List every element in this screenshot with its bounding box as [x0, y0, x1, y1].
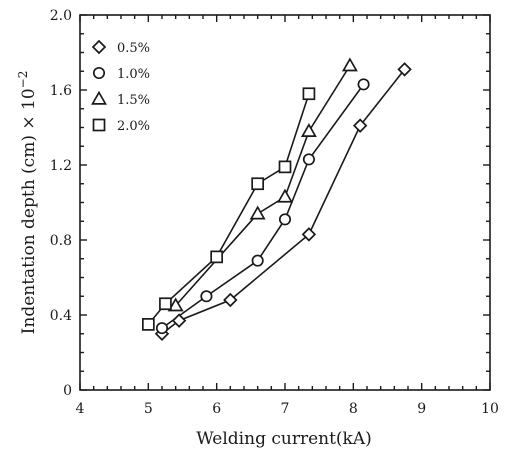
- y-tick-label: 0.4: [50, 308, 72, 324]
- point-triangle: [277, 188, 293, 203]
- x-tick-label: 7: [281, 401, 290, 417]
- legend-label: 1.5%: [117, 93, 150, 108]
- legend-marker-triangle: [91, 90, 107, 105]
- x-tick-label: 4: [76, 401, 85, 417]
- y-axis-title: Indentation depth (cm) × 10−2: [16, 71, 39, 335]
- point-circle: [302, 153, 315, 166]
- point-diamond: [171, 313, 187, 328]
- series-line-circle: [161, 83, 365, 329]
- axis-ticks: 4 5 6 7 8 9 10 0 0.4 0.8 1.2 1.6 2.0: [50, 8, 499, 417]
- legend-label: 1.0%: [117, 67, 150, 82]
- y-tick-label: 0.8: [50, 233, 72, 249]
- legend: 0.5% 1.0% 1.5% 2.0%: [91, 39, 150, 134]
- x-tick-label: 8: [349, 401, 358, 417]
- point-circle: [357, 78, 370, 91]
- x-tick-label: 10: [481, 401, 499, 417]
- x-tick-label: 6: [212, 401, 221, 417]
- y-axis-title-exponent: −2: [16, 71, 30, 89]
- point-triangle: [300, 123, 317, 137]
- legend-marker-diamond: [91, 39, 107, 55]
- x-tick-label: 5: [144, 401, 153, 417]
- y-tick-label: 2.0: [50, 8, 72, 24]
- point-circle: [200, 290, 213, 303]
- point-square: [302, 87, 316, 101]
- point-square: [141, 318, 155, 331]
- point-square: [159, 297, 172, 311]
- data-series: [141, 57, 412, 341]
- point-diamond: [352, 118, 368, 133]
- series-line-square: [147, 93, 310, 325]
- legend-marker-circle: [92, 66, 106, 80]
- y-tick-label: 1.6: [50, 83, 72, 99]
- point-circle: [251, 254, 264, 267]
- point-circle: [155, 322, 169, 335]
- point-square: [278, 160, 292, 174]
- y-tick-label: 1.2: [50, 158, 72, 174]
- legend-marker-square: [92, 118, 106, 132]
- legend-label: 2.0%: [117, 119, 150, 134]
- point-triangle: [249, 205, 266, 220]
- point-triangle: [341, 57, 358, 72]
- legend-label: 0.5%: [117, 41, 150, 56]
- point-circle: [278, 213, 292, 226]
- point-diamond: [301, 227, 317, 242]
- point-diamond: [397, 62, 412, 77]
- x-axis-title: Welding current(kA): [196, 429, 372, 449]
- y-axis-title-main: Indentation depth (cm) × 10: [19, 88, 39, 334]
- y-tick-label: 0: [63, 383, 72, 399]
- point-triangle: [167, 297, 184, 312]
- x-tick-label: 9: [417, 401, 426, 417]
- point-diamond: [223, 292, 238, 308]
- point-square: [210, 250, 224, 264]
- point-square: [251, 177, 265, 191]
